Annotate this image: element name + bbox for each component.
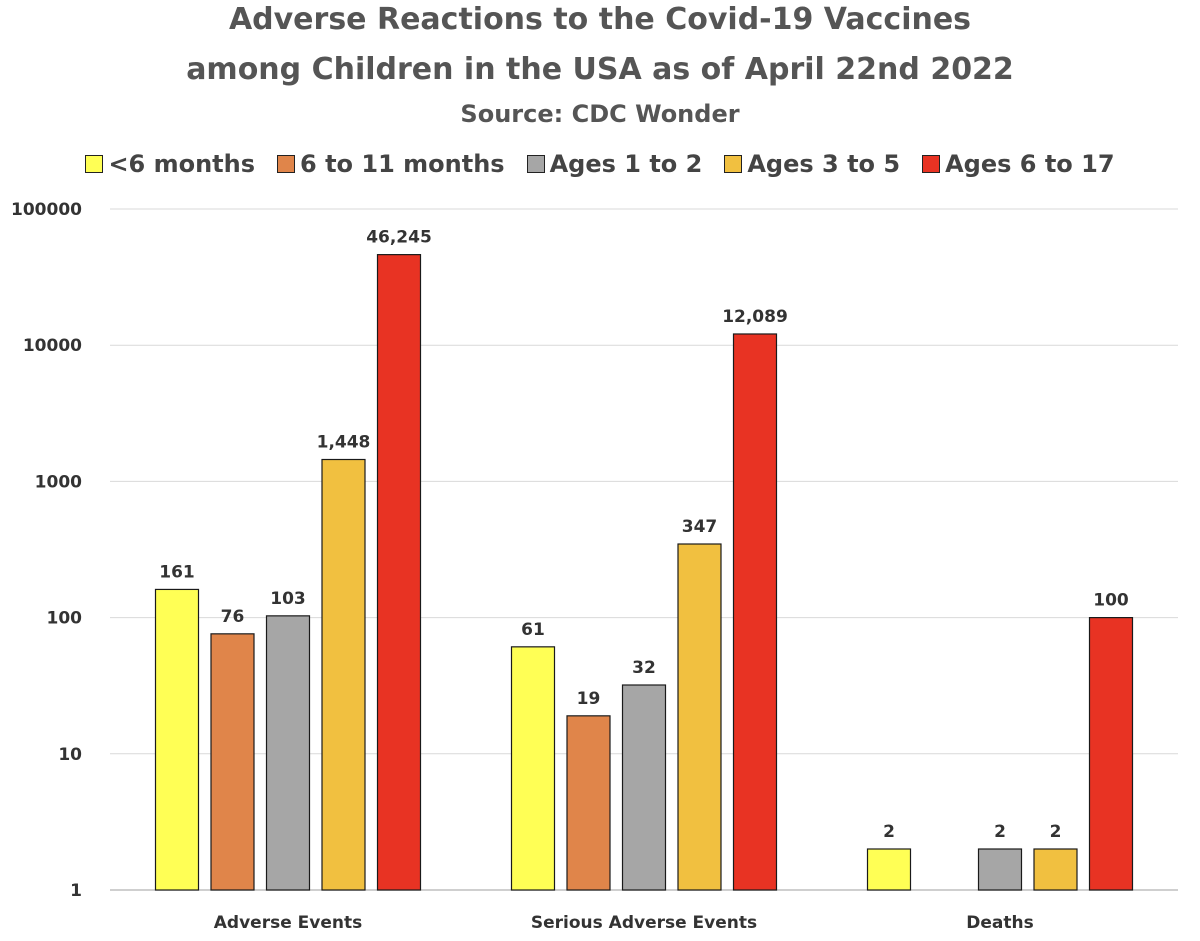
data-label: 19 bbox=[577, 689, 601, 709]
data-label: 103 bbox=[270, 589, 306, 609]
legend-swatch bbox=[277, 155, 296, 173]
chart-title: Adverse Reactions to the Covid-19 Vaccin… bbox=[228, 2, 972, 37]
bar bbox=[621, 684, 667, 891]
legend-label: Ages 6 to 17 bbox=[945, 150, 1115, 178]
legend-label: Ages 3 to 5 bbox=[747, 150, 901, 178]
y-tick-label: 10 bbox=[58, 745, 82, 765]
legend-item: Ages 1 to 2 bbox=[526, 150, 703, 178]
chart-source: Source: CDC Wonder bbox=[460, 100, 740, 128]
bar bbox=[321, 458, 366, 891]
x-category-label: Serious Adverse Events bbox=[531, 913, 757, 933]
data-label: 1,448 bbox=[317, 433, 371, 453]
bar bbox=[154, 588, 200, 891]
y-tick-label: 10000 bbox=[23, 336, 82, 356]
y-tick-label: 1000 bbox=[35, 472, 82, 492]
bar bbox=[376, 254, 422, 891]
y-tick-label: 100 bbox=[47, 609, 83, 629]
data-label: 32 bbox=[632, 658, 656, 678]
data-label: 347 bbox=[682, 517, 718, 537]
bar bbox=[510, 646, 556, 891]
bar bbox=[566, 715, 611, 891]
chart-subtitle: among Children in the USA as of April 22… bbox=[186, 52, 1014, 87]
legend: <6 months 6 to 11 months Ages 1 to 2 Ages 3… bbox=[0, 150, 1200, 178]
legend-label: 6 to 11 months bbox=[300, 150, 505, 178]
data-label: 161 bbox=[159, 562, 195, 582]
data-label: 46,245 bbox=[366, 228, 432, 248]
data-label: 2 bbox=[883, 822, 895, 842]
data-label: 2 bbox=[1050, 822, 1062, 842]
legend-label: <6 months bbox=[108, 150, 256, 178]
legend-swatch bbox=[526, 155, 545, 173]
bar bbox=[866, 848, 912, 891]
bar bbox=[210, 633, 255, 891]
x-category-label: Deaths bbox=[966, 913, 1033, 933]
data-label: 76 bbox=[221, 607, 245, 627]
legend-item: 6 to 11 months bbox=[277, 150, 505, 178]
bar bbox=[265, 615, 311, 891]
data-label: 2 bbox=[994, 822, 1006, 842]
legend-label: Ages 1 to 2 bbox=[549, 150, 703, 178]
legend-item: Ages 6 to 17 bbox=[922, 150, 1115, 178]
bar bbox=[977, 848, 1023, 891]
bar bbox=[1088, 617, 1134, 891]
bar-chart: 1 10 100 1000 10000 100000 161 76 103 1,448 46,245… bbox=[11, 200, 1178, 933]
legend-swatch bbox=[724, 155, 743, 173]
legend-item: Ages 3 to 5 bbox=[724, 150, 900, 178]
y-tick-label: 1 bbox=[70, 881, 82, 901]
bar bbox=[1033, 848, 1078, 891]
bar bbox=[732, 333, 778, 891]
data-label: 12,089 bbox=[722, 307, 788, 327]
legend-item: <6 months bbox=[85, 150, 255, 178]
y-tick-label: 100000 bbox=[11, 200, 82, 220]
legend-swatch bbox=[922, 155, 941, 173]
data-label: 100 bbox=[1093, 591, 1129, 611]
x-category-label: Adverse Events bbox=[214, 913, 362, 933]
legend-swatch bbox=[85, 155, 104, 173]
bar bbox=[677, 543, 722, 891]
data-label: 61 bbox=[521, 620, 545, 640]
